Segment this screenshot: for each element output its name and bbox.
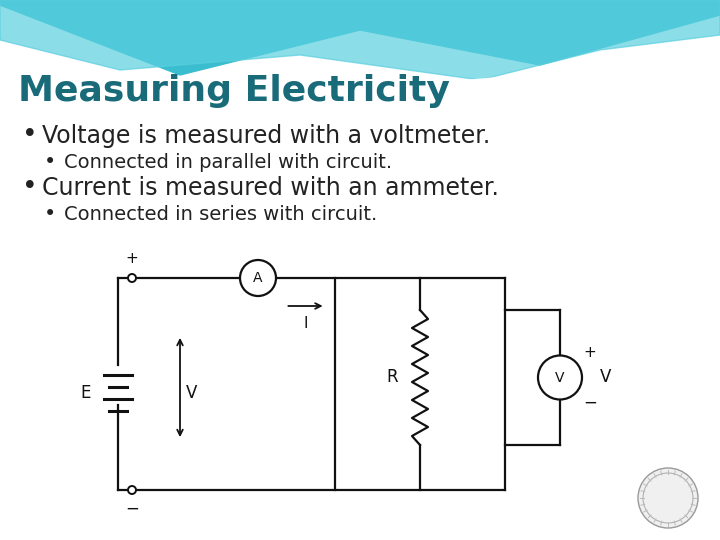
Text: R: R bbox=[386, 368, 398, 387]
Text: Connected in series with circuit.: Connected in series with circuit. bbox=[64, 205, 377, 224]
Text: E: E bbox=[81, 384, 91, 402]
Text: +: + bbox=[584, 345, 596, 360]
Text: Current is measured with an ammeter.: Current is measured with an ammeter. bbox=[42, 176, 499, 200]
Polygon shape bbox=[50, 72, 720, 89]
Text: Connected in parallel with circuit.: Connected in parallel with circuit. bbox=[64, 153, 392, 172]
Circle shape bbox=[538, 355, 582, 400]
Circle shape bbox=[638, 468, 698, 528]
Text: I: I bbox=[303, 316, 307, 331]
Text: +: + bbox=[125, 251, 138, 266]
Text: Measuring Electricity: Measuring Electricity bbox=[18, 74, 450, 108]
Text: V: V bbox=[600, 368, 612, 387]
Circle shape bbox=[240, 260, 276, 296]
Text: V: V bbox=[555, 370, 564, 384]
Text: •: • bbox=[44, 152, 56, 172]
Text: •: • bbox=[22, 174, 37, 200]
Polygon shape bbox=[0, 0, 720, 80]
Polygon shape bbox=[0, 0, 720, 75]
Bar bbox=[0, 95, 720, 540]
Text: −: − bbox=[583, 394, 597, 411]
Polygon shape bbox=[0, 65, 720, 115]
Circle shape bbox=[128, 486, 136, 494]
Circle shape bbox=[128, 274, 136, 282]
Text: •: • bbox=[44, 204, 56, 224]
Text: −: − bbox=[125, 500, 139, 518]
Text: V: V bbox=[186, 384, 198, 402]
Text: •: • bbox=[22, 122, 37, 148]
Text: Voltage is measured with a voltmeter.: Voltage is measured with a voltmeter. bbox=[42, 124, 490, 148]
Text: A: A bbox=[253, 271, 263, 285]
